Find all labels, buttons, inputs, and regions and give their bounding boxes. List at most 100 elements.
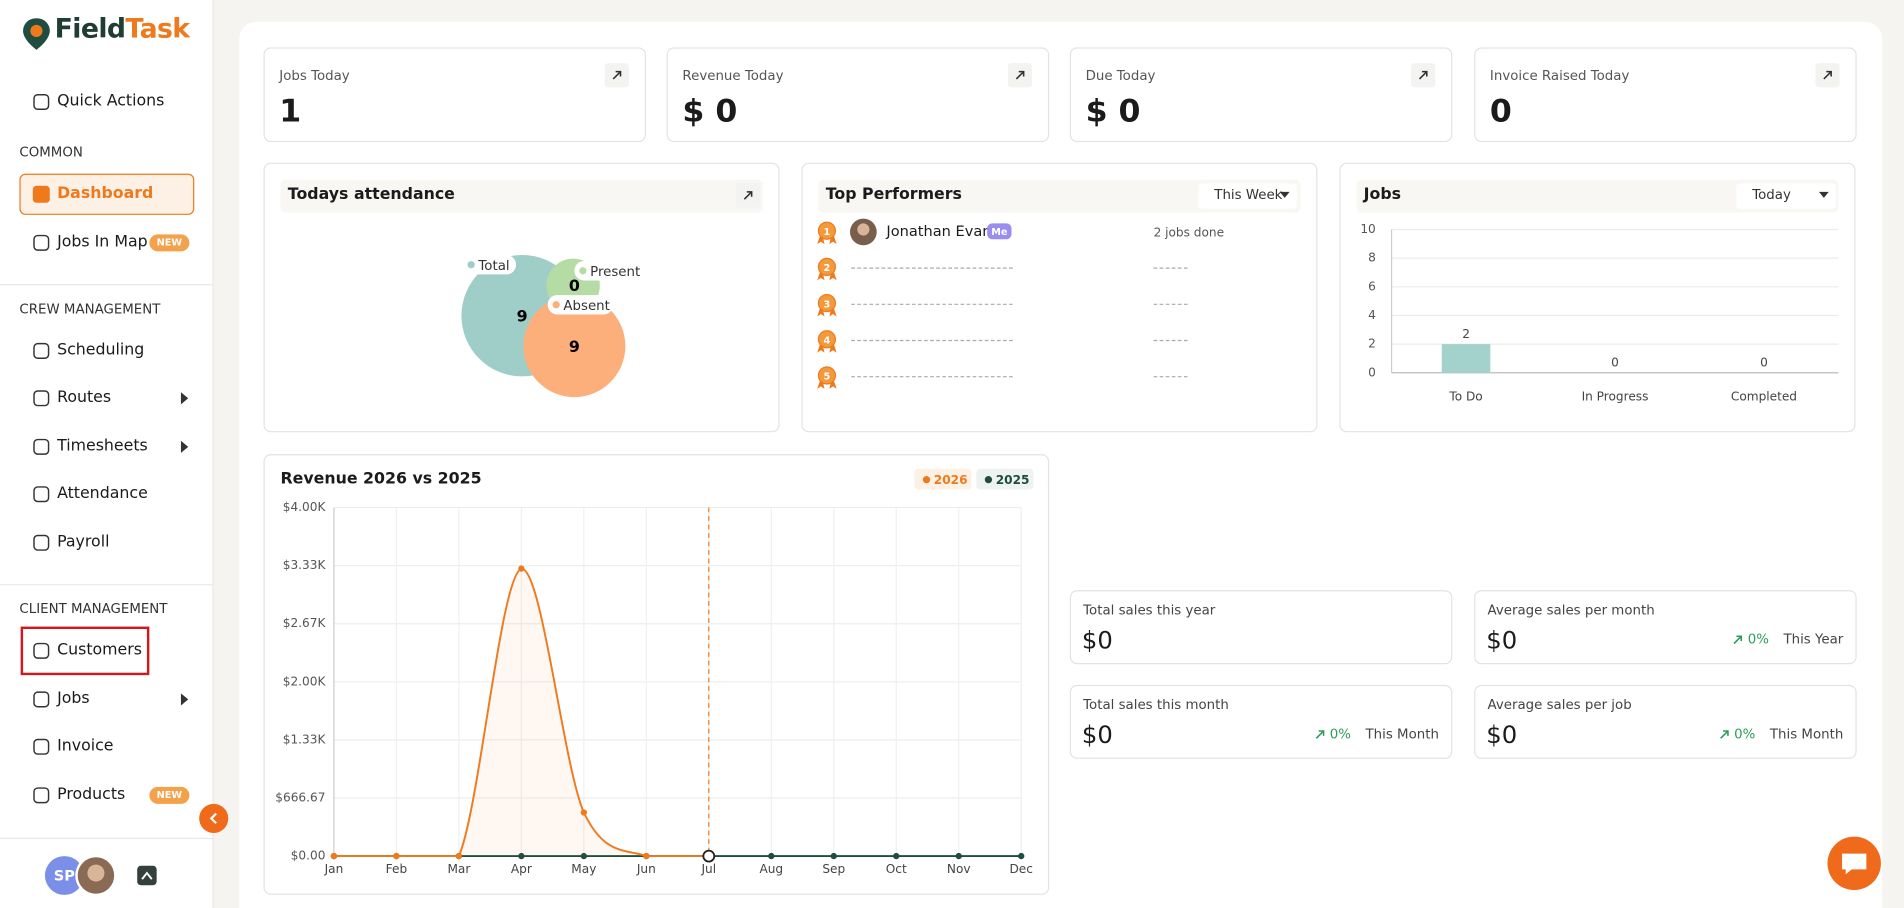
stat-card	[666, 47, 1050, 143]
expand-button[interactable]	[735, 183, 761, 208]
trend-arrow	[1315, 729, 1325, 739]
arrow-ne	[1733, 634, 1743, 644]
legend-dot	[984, 476, 993, 484]
point	[955, 852, 962, 860]
dropdown-label: This Week	[1214, 187, 1283, 203]
nav-icon	[33, 234, 50, 251]
expand-button[interactable]	[1007, 63, 1033, 88]
sales-label: Total sales this month	[1083, 697, 1229, 713]
x-tick-label: Sep	[822, 862, 845, 876]
avatar-initials-bg	[44, 856, 84, 895]
dropdown[interactable]	[1736, 183, 1837, 209]
nav-icon	[33, 486, 50, 503]
chat-button[interactable]	[1827, 836, 1881, 891]
bar-value-label: 2	[1462, 327, 1470, 341]
nav-badge: NEW	[149, 233, 190, 251]
sales-card	[1069, 590, 1453, 665]
trend-arrow	[1720, 729, 1729, 739]
y-tick-label: $2.67K	[283, 616, 327, 630]
user-footer: SP	[44, 854, 157, 897]
nav-label: Jobs	[57, 689, 90, 708]
sales-label: Average sales per job	[1487, 697, 1632, 713]
nav-icon	[32, 185, 50, 203]
medal	[817, 257, 837, 277]
nav-badge: NEW	[149, 786, 190, 804]
x-tick-label: Completed	[1731, 390, 1797, 404]
stat-value: $ 0	[682, 93, 738, 130]
expand-button[interactable]	[604, 63, 630, 88]
caret	[180, 440, 189, 453]
medal	[817, 221, 837, 240]
trend-arrow	[1733, 634, 1743, 644]
bubble-label: Present	[590, 265, 640, 280]
dropdown[interactable]	[1198, 183, 1297, 209]
sales-trend: 0% This Year	[1733, 631, 1843, 647]
revenue-card	[263, 454, 1050, 895]
nav-label: Routes	[57, 388, 112, 408]
point	[1018, 852, 1025, 860]
medal	[817, 330, 837, 349]
avatar-initials: SP	[54, 868, 75, 885]
bubble-label-bg	[547, 295, 614, 315]
performer-name: Jonathan Evans	[885, 223, 999, 240]
sales-period: This Month	[1769, 726, 1844, 742]
x-tick-label: Apr	[511, 862, 532, 876]
nav-icon	[33, 738, 50, 756]
y-tick-label: 0	[1368, 365, 1376, 379]
nav-icon	[33, 390, 50, 407]
icon-shape	[33, 534, 50, 551]
sales-change: 0%	[1734, 726, 1756, 742]
sales-label: Total sales this year	[1083, 602, 1216, 619]
divider	[0, 837, 214, 840]
icon-shape	[33, 93, 50, 111]
collapse-button[interactable]	[199, 803, 229, 834]
stat-card	[1069, 47, 1453, 143]
x-tick-label: Mar	[447, 862, 470, 876]
x-tick-label: May	[571, 862, 596, 876]
bubble-label-dot	[467, 261, 475, 269]
arrow-ne	[743, 191, 753, 200]
point	[768, 852, 775, 860]
x-tick-label: Jan	[324, 862, 344, 876]
x-tick-label: Oct	[886, 862, 907, 876]
point	[830, 852, 837, 860]
nav-label: Scheduling	[57, 340, 145, 359]
stat-card	[263, 47, 647, 143]
sales-change: 0%	[1329, 726, 1351, 742]
icon-shape	[33, 438, 50, 455]
stat-label: Revenue Today	[682, 68, 784, 84]
nav-icon	[33, 690, 50, 707]
y-tick-label: $4.00K	[283, 500, 327, 514]
bar	[1441, 344, 1491, 373]
sales-value: $0	[1486, 625, 1518, 655]
nav-label: Attendance	[57, 484, 148, 504]
icon-shape	[32, 185, 50, 203]
point	[580, 852, 588, 860]
sales-value: $0	[1081, 625, 1113, 655]
legend-label: 2026	[934, 473, 968, 487]
bubble-absent	[523, 295, 626, 398]
x-tick-label: Dec	[1009, 862, 1032, 876]
caret	[180, 392, 189, 405]
point	[455, 852, 463, 860]
section-heading: CREW MANAGEMENT	[19, 300, 161, 317]
sales-card	[1474, 684, 1857, 759]
point	[580, 809, 588, 816]
chevron-left	[209, 812, 217, 825]
sales-period: This Year	[1783, 631, 1844, 648]
bar-value-label: 0	[1611, 356, 1619, 370]
caret	[1819, 191, 1829, 198]
y-tick-label: 4	[1368, 308, 1376, 322]
point	[518, 565, 525, 572]
expand-button[interactable]	[1411, 63, 1436, 88]
expand-button[interactable]	[1815, 63, 1840, 88]
card-header	[280, 179, 763, 213]
nav-icon	[33, 787, 50, 804]
point	[518, 852, 525, 860]
arrow-ne	[1720, 729, 1729, 739]
x-tick-label: Jul	[700, 862, 716, 876]
nav-item[interactable]	[20, 626, 150, 676]
legend-dot	[922, 476, 931, 484]
